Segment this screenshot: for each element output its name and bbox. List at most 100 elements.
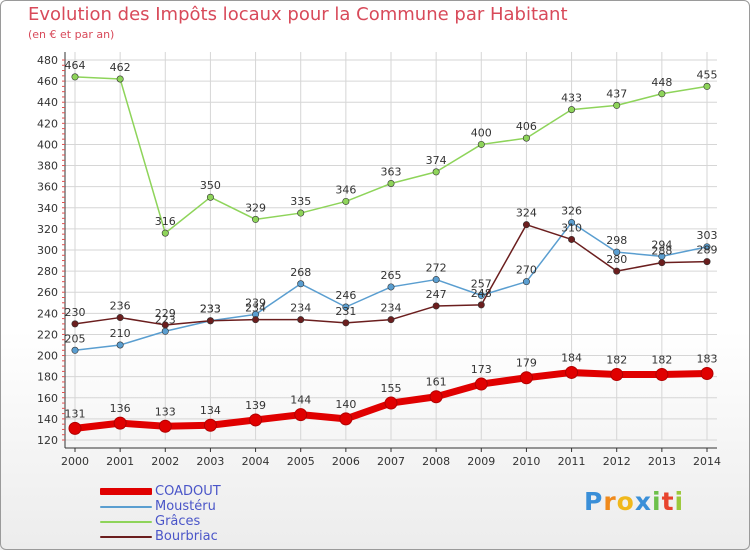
data-label: 268 <box>290 266 311 279</box>
x-tick-label: 2007 <box>377 455 405 468</box>
x-tick-label: 2013 <box>648 455 676 468</box>
x-tick-label: 2014 <box>693 455 721 468</box>
data-label: 455 <box>697 68 718 81</box>
data-point <box>294 408 308 422</box>
data-label: 310 <box>561 221 582 234</box>
data-label: 246 <box>335 289 356 302</box>
data-label: 335 <box>290 195 311 208</box>
data-label: 182 <box>651 354 672 367</box>
data-label: 223 <box>155 313 176 326</box>
data-point <box>116 341 124 349</box>
data-label: 234 <box>245 302 266 315</box>
x-tick-label: 2010 <box>512 455 540 468</box>
data-label: 350 <box>200 179 221 192</box>
data-label: 184 <box>561 351 582 364</box>
data-label: 231 <box>335 305 356 318</box>
data-point <box>522 278 530 286</box>
data-point <box>387 316 395 324</box>
data-label: 265 <box>381 269 402 282</box>
data-label: 298 <box>606 234 627 247</box>
data-label: 140 <box>335 398 356 411</box>
y-tick-label: 440 <box>37 96 58 109</box>
y-tick-label: 220 <box>37 328 58 341</box>
logo-letter: i <box>652 487 662 516</box>
data-label: 144 <box>290 394 311 407</box>
y-tick-label: 280 <box>37 265 58 278</box>
legend-label: Grâces <box>155 514 201 529</box>
y-tick-label: 460 <box>37 75 58 88</box>
x-tick-label: 2009 <box>467 455 495 468</box>
data-point <box>384 396 398 410</box>
x-tick-label: 2000 <box>61 455 89 468</box>
data-point <box>658 259 666 267</box>
data-point <box>477 140 485 148</box>
legend-swatch <box>100 521 152 523</box>
data-label: 406 <box>516 120 537 133</box>
data-point <box>522 221 530 229</box>
legend-label: Moustéru <box>155 499 216 514</box>
logo-letter: t <box>661 487 675 516</box>
data-label: 236 <box>110 300 131 313</box>
data-label: 234 <box>381 302 402 315</box>
data-point <box>116 314 124 322</box>
data-label: 280 <box>606 253 627 266</box>
logo-letter: o <box>616 487 635 516</box>
data-label: 346 <box>335 183 356 196</box>
data-point <box>297 316 305 324</box>
data-label: 326 <box>561 205 582 218</box>
data-label: 205 <box>65 332 86 345</box>
data-point <box>477 291 485 299</box>
y-tick-label: 260 <box>37 286 58 299</box>
logo-letter: r <box>603 487 617 516</box>
data-label: 155 <box>381 382 402 395</box>
data-point <box>703 258 711 266</box>
data-label: 272 <box>426 262 447 275</box>
data-point <box>297 280 305 288</box>
x-tick-label: 2003 <box>196 455 224 468</box>
data-label: 288 <box>651 245 672 258</box>
data-label: 210 <box>110 327 131 340</box>
data-point <box>71 320 79 328</box>
legend-label: COADOUT <box>155 484 221 499</box>
x-tick-label: 2001 <box>106 455 134 468</box>
data-point <box>339 412 353 426</box>
data-label: 289 <box>697 244 718 257</box>
data-point <box>249 413 263 427</box>
data-point <box>568 235 576 243</box>
x-tick-label: 2008 <box>422 455 450 468</box>
x-tick-label: 2011 <box>558 455 586 468</box>
data-point <box>474 377 488 391</box>
y-tick-label: 160 <box>37 392 58 405</box>
data-label: 173 <box>471 363 492 376</box>
data-label: 294 <box>651 238 672 251</box>
data-point <box>387 180 395 188</box>
y-tick-label: 180 <box>37 371 58 384</box>
y-tick-label: 140 <box>37 413 58 426</box>
legend-label: Bourbriac <box>155 529 218 544</box>
data-label: 133 <box>155 405 176 418</box>
y-tick-label: 320 <box>37 223 58 236</box>
data-point <box>68 421 82 435</box>
data-label: 374 <box>426 154 447 167</box>
data-label: 229 <box>155 307 176 320</box>
data-point <box>519 371 533 385</box>
data-label: 363 <box>381 166 402 179</box>
logo-letter: P <box>584 487 604 516</box>
data-label: 303 <box>697 229 718 242</box>
data-point <box>522 134 530 142</box>
data-label: 462 <box>110 61 131 74</box>
x-tick-label: 2004 <box>242 455 270 468</box>
data-point <box>161 229 169 237</box>
x-tick-label: 2002 <box>151 455 179 468</box>
data-label: 136 <box>110 402 131 415</box>
y-tick-label: 200 <box>37 350 58 363</box>
data-point <box>432 276 440 284</box>
data-label: 257 <box>471 277 492 290</box>
x-tick-label: 2012 <box>603 455 631 468</box>
data-point <box>252 215 260 223</box>
data-point <box>568 106 576 114</box>
data-label: 234 <box>290 302 311 315</box>
data-label: 239 <box>245 296 266 309</box>
data-point <box>613 267 621 275</box>
data-point <box>206 317 214 325</box>
